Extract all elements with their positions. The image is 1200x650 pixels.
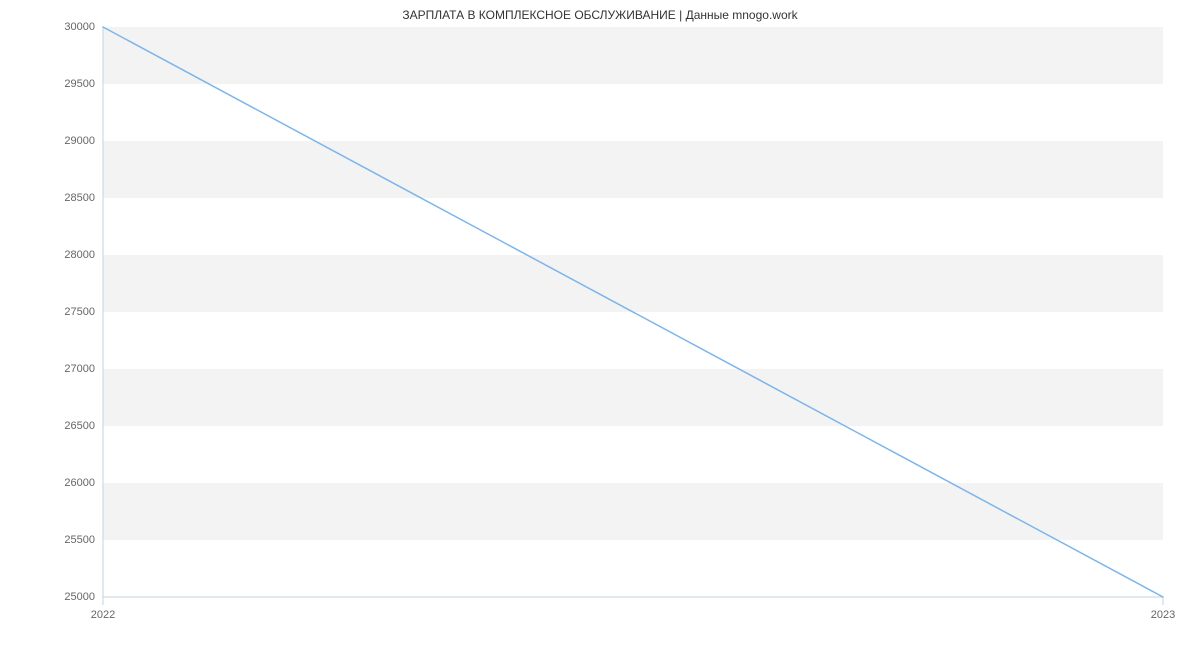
x-tick-label: 2022: [91, 609, 115, 621]
y-tick-label: 25000: [0, 591, 95, 603]
chart-container: ЗАРПЛАТА В КОМПЛЕКСНОЕ ОБСЛУЖИВАНИЕ | Да…: [0, 0, 1200, 650]
x-tick-label: 2023: [1151, 609, 1175, 621]
y-tick-label: 26500: [0, 420, 95, 432]
y-tick-label: 29500: [0, 78, 95, 90]
y-tick-label: 30000: [0, 21, 95, 33]
grid-band: [103, 141, 1163, 198]
y-tick-label: 28500: [0, 192, 95, 204]
grid-band: [103, 255, 1163, 312]
chart-svg: [0, 0, 1200, 650]
y-tick-label: 29000: [0, 135, 95, 147]
grid-band: [103, 27, 1163, 84]
y-tick-label: 27000: [0, 363, 95, 375]
y-tick-label: 26000: [0, 477, 95, 489]
grid-band: [103, 369, 1163, 426]
y-tick-label: 27500: [0, 306, 95, 318]
y-tick-label: 25500: [0, 534, 95, 546]
y-tick-label: 28000: [0, 249, 95, 261]
